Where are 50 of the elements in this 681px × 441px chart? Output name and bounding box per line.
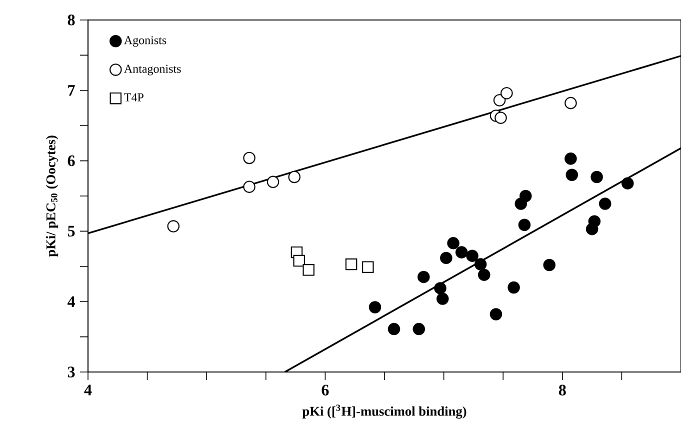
point	[543, 258, 556, 271]
y-tick-label: 5	[68, 226, 75, 236]
point	[566, 168, 578, 181]
point	[466, 250, 478, 262]
point	[622, 177, 634, 190]
point	[288, 170, 300, 183]
point	[418, 270, 430, 283]
y-axis-title: pKi/ pEC$_{50}$ (Oocytes)	[46, 136, 58, 257]
point	[302, 264, 314, 276]
point	[520, 190, 532, 202]
x-tick-label: 6	[322, 384, 329, 396]
point	[598, 197, 612, 210]
point	[388, 322, 400, 336]
point	[586, 222, 598, 236]
y-tick-label: 4	[68, 296, 75, 307]
point	[362, 261, 374, 273]
point	[508, 281, 520, 294]
point	[266, 176, 280, 188]
x-tick-label: 4	[84, 384, 92, 396]
legend-label: Antagonists	[124, 64, 181, 76]
point	[564, 152, 577, 165]
point	[494, 112, 507, 124]
x-axis-title: pKi ([$^{3}$H]-muscimol binding)	[302, 404, 466, 418]
point	[368, 300, 382, 314]
y-tick-label: 8	[68, 14, 75, 26]
point	[167, 220, 180, 232]
point	[564, 96, 577, 110]
point	[493, 94, 506, 106]
legend-label: T4P	[124, 93, 144, 102]
legend-label: Agonists	[124, 36, 166, 47]
point	[474, 258, 487, 270]
y-tick-label: 7	[68, 85, 75, 96]
point	[447, 236, 460, 250]
point	[478, 268, 490, 281]
point	[590, 170, 603, 183]
point	[518, 218, 531, 231]
x-tick-label: 8	[558, 384, 566, 396]
point	[500, 86, 513, 100]
point	[293, 254, 305, 266]
y-tick-label: 3	[68, 366, 75, 378]
point	[436, 292, 449, 305]
point	[412, 322, 426, 336]
point	[345, 258, 358, 270]
point	[243, 180, 256, 193]
point	[434, 282, 446, 294]
point	[455, 246, 468, 258]
point	[440, 252, 452, 264]
y-tick-label: 6	[68, 155, 75, 166]
point	[243, 152, 256, 164]
point	[490, 308, 502, 320]
